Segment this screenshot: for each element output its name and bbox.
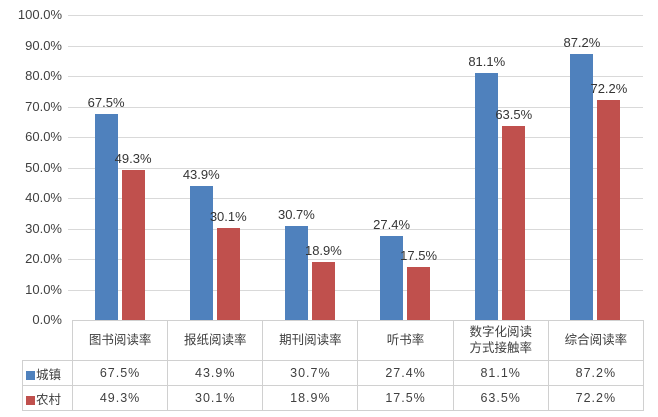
gridline bbox=[68, 259, 643, 260]
gridline bbox=[68, 167, 643, 169]
table-value-cell: 17.5% bbox=[357, 385, 454, 411]
value-label-rural-2: 18.9% bbox=[304, 243, 342, 259]
bar-urban-5 bbox=[570, 54, 594, 320]
bar-rural-0 bbox=[121, 169, 145, 320]
y-tick-label: 40.0% bbox=[25, 190, 62, 205]
table-value-cell: 30.1% bbox=[167, 385, 264, 411]
bar-urban-2 bbox=[284, 226, 308, 320]
bar-rural-5 bbox=[597, 99, 621, 320]
table-corner-cell bbox=[22, 320, 73, 361]
bar-rural-1 bbox=[216, 228, 240, 320]
table-value-cell: 18.9% bbox=[262, 385, 359, 411]
category-header-cell: 期刊阅读率 bbox=[262, 320, 359, 361]
bar-urban-1 bbox=[189, 186, 213, 320]
y-tick-label: 30.0% bbox=[25, 220, 62, 236]
bar-urban-3 bbox=[380, 236, 404, 320]
table-value-cell: 49.3% bbox=[71, 385, 169, 411]
table-value-cell: 81.1% bbox=[452, 360, 549, 386]
gridline bbox=[68, 15, 643, 16]
table-row-urban: 城镇 67.5% 43.9% 30.7% 27.4% 81.1% 87.2% bbox=[22, 360, 644, 386]
value-label-rural-5: 72.2% bbox=[590, 80, 628, 96]
value-label-rural-0: 49.3% bbox=[114, 150, 152, 166]
gridline bbox=[68, 137, 643, 138]
value-label-urban-3: 27.4% bbox=[373, 217, 411, 233]
value-label-urban-5: 87.2% bbox=[563, 35, 601, 51]
data-table: 图书阅读率 报纸阅读率 期刊阅读率 听书率 数字化阅读 方式接触率 综合阅读率城镇 67.5… bbox=[22, 320, 644, 411]
value-label-rural-1: 30.1% bbox=[209, 209, 247, 225]
y-tick-label: 60.0% bbox=[25, 129, 62, 144]
bar-rural-2 bbox=[311, 262, 335, 320]
y-tick-label: 50.0% bbox=[25, 159, 62, 175]
gridline bbox=[68, 228, 643, 230]
table-value-cell: 30.7% bbox=[262, 360, 359, 386]
value-label-urban-0: 67.5% bbox=[87, 95, 125, 111]
bar-rural-4 bbox=[502, 126, 526, 320]
y-tick-label: 20.0% bbox=[25, 251, 62, 266]
category-header-cell: 图书阅读率 bbox=[71, 320, 169, 361]
legend-cell-rural: 农村 bbox=[22, 385, 73, 411]
y-tick-label: 100.0% bbox=[17, 7, 62, 22]
gridline bbox=[68, 106, 643, 108]
table-value-cell: 67.5% bbox=[71, 360, 169, 386]
table-value-cell: 63.5% bbox=[452, 385, 549, 411]
value-label-rural-3: 17.5% bbox=[400, 247, 438, 263]
series-name: 农村 bbox=[36, 392, 62, 407]
y-tick-label: 90.0% bbox=[25, 37, 62, 53]
category-header-cell: 报纸阅读率 bbox=[167, 320, 264, 361]
y-tick-label: 70.0% bbox=[25, 98, 62, 114]
series-name: 城镇 bbox=[36, 367, 62, 382]
table-value-cell: 87.2% bbox=[547, 360, 644, 386]
gridline bbox=[68, 45, 643, 47]
bar-rural-3 bbox=[407, 266, 431, 320]
table-value-cell: 27.4% bbox=[357, 360, 454, 386]
gridline bbox=[68, 198, 643, 199]
value-label-urban-1: 43.9% bbox=[182, 167, 220, 183]
table-value-cell: 43.9% bbox=[167, 360, 264, 386]
value-label-urban-2: 30.7% bbox=[277, 207, 315, 223]
value-label-urban-4: 81.1% bbox=[468, 53, 506, 69]
category-header-cell: 听书率 bbox=[357, 320, 454, 361]
bar-urban-4 bbox=[475, 72, 499, 320]
y-tick-label: 80.0% bbox=[25, 68, 62, 83]
y-tick-label: 10.0% bbox=[25, 281, 62, 297]
table-header-row: 图书阅读率 报纸阅读率 期刊阅读率 听书率 数字化阅读 方式接触率 综合阅读率 bbox=[22, 320, 644, 361]
legend-swatch-rural bbox=[26, 395, 35, 405]
legend-cell-urban: 城镇 bbox=[22, 360, 73, 386]
category-header-cell: 综合阅读率 bbox=[547, 320, 644, 361]
bar-urban-0 bbox=[94, 114, 118, 320]
table-row-rural: 农村 49.3% 30.1% 18.9% 17.5% 63.5% 72.2% bbox=[22, 385, 644, 411]
legend-swatch-urban bbox=[26, 370, 35, 380]
gridline bbox=[68, 289, 643, 291]
table-value-cell: 72.2% bbox=[547, 385, 644, 411]
gridline bbox=[68, 76, 643, 77]
value-label-rural-4: 63.5% bbox=[495, 107, 533, 123]
category-header-cell: 数字化阅读 方式接触率 bbox=[452, 320, 549, 361]
